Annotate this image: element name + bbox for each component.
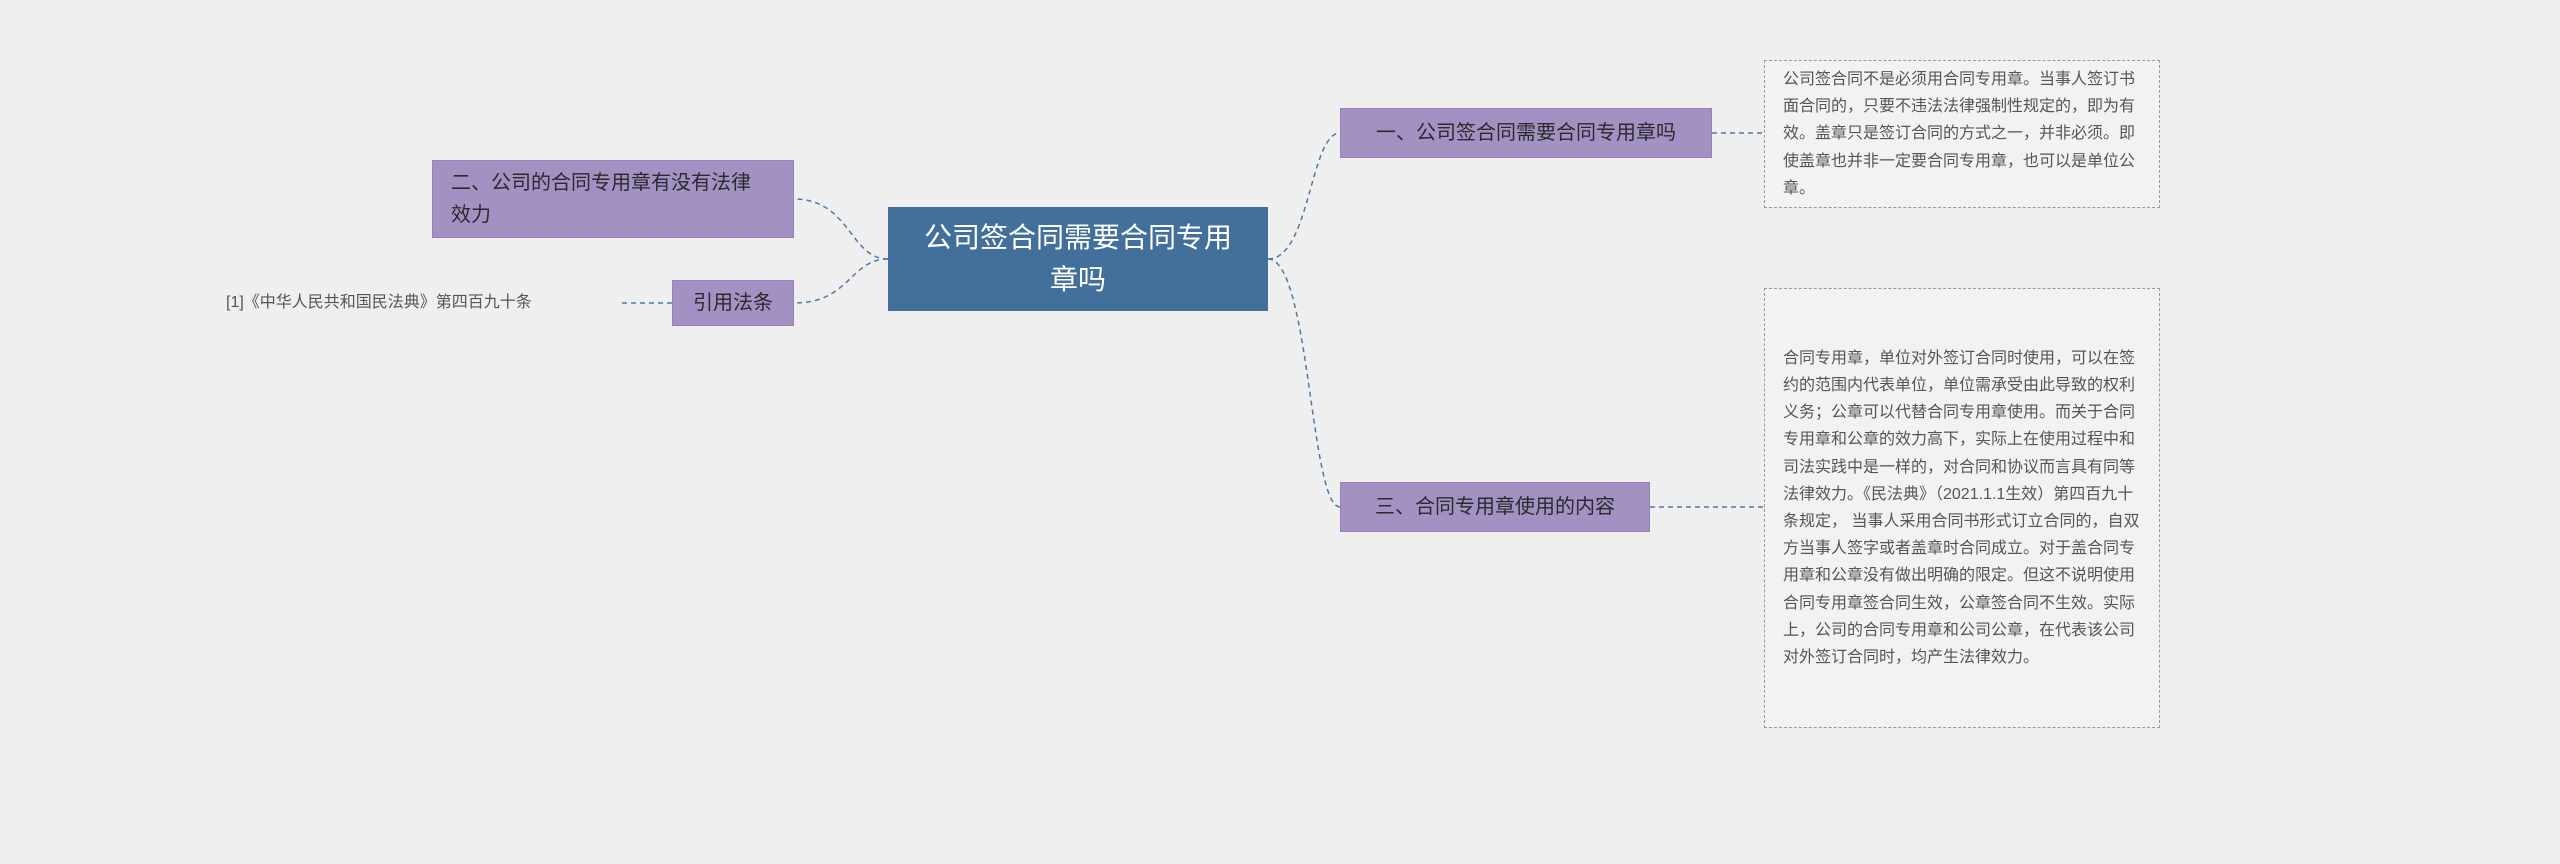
branch-node-ref[interactable]: 引用法条: [672, 280, 794, 326]
conn-central-b2: [794, 199, 888, 259]
connectors-layer: [0, 0, 2560, 864]
branch-node-2[interactable]: 二、公司的合同专用章有没有法律 效力: [432, 160, 794, 238]
branch-node-3[interactable]: 三、合同专用章使用的内容: [1340, 482, 1650, 532]
conn-central-b3: [1268, 259, 1340, 507]
conn-central-bref: [794, 259, 888, 303]
central-node[interactable]: 公司签合同需要合同专用 章吗: [888, 207, 1268, 311]
branch-2-text: 二、公司的合同专用章有没有法律 效力: [451, 167, 751, 231]
branch-node-1[interactable]: 一、公司签合同需要合同专用章吗: [1340, 108, 1712, 158]
leaf-node-3: 合同专用章，单位对外签订合同时使用，可以在签约的范围内代表单位，单位需承受由此导…: [1764, 288, 2160, 728]
leaf-node-1: 公司签合同不是必须用合同专用章。当事人签订书面合同的，只要不违法法律强制性规定的…: [1764, 60, 2160, 208]
leaf-node-ref: [1]《中华人民共和国民法典》第四百九十条: [216, 286, 622, 320]
conn-central-b1: [1268, 133, 1340, 259]
leaf-ref-text: [1]《中华人民共和国民法典》第四百九十条: [226, 289, 532, 316]
branch-1-text: 一、公司签合同需要合同专用章吗: [1376, 117, 1676, 149]
branch-3-text: 三、合同专用章使用的内容: [1375, 491, 1615, 523]
leaf-3-text: 合同专用章，单位对外签订合同时使用，可以在签约的范围内代表单位，单位需承受由此导…: [1783, 345, 2141, 671]
branch-ref-text: 引用法条: [693, 287, 773, 319]
leaf-1-text: 公司签合同不是必须用合同专用章。当事人签订书面合同的，只要不违法法律强制性规定的…: [1783, 66, 2141, 202]
central-text: 公司签合同需要合同专用 章吗: [924, 217, 1232, 301]
